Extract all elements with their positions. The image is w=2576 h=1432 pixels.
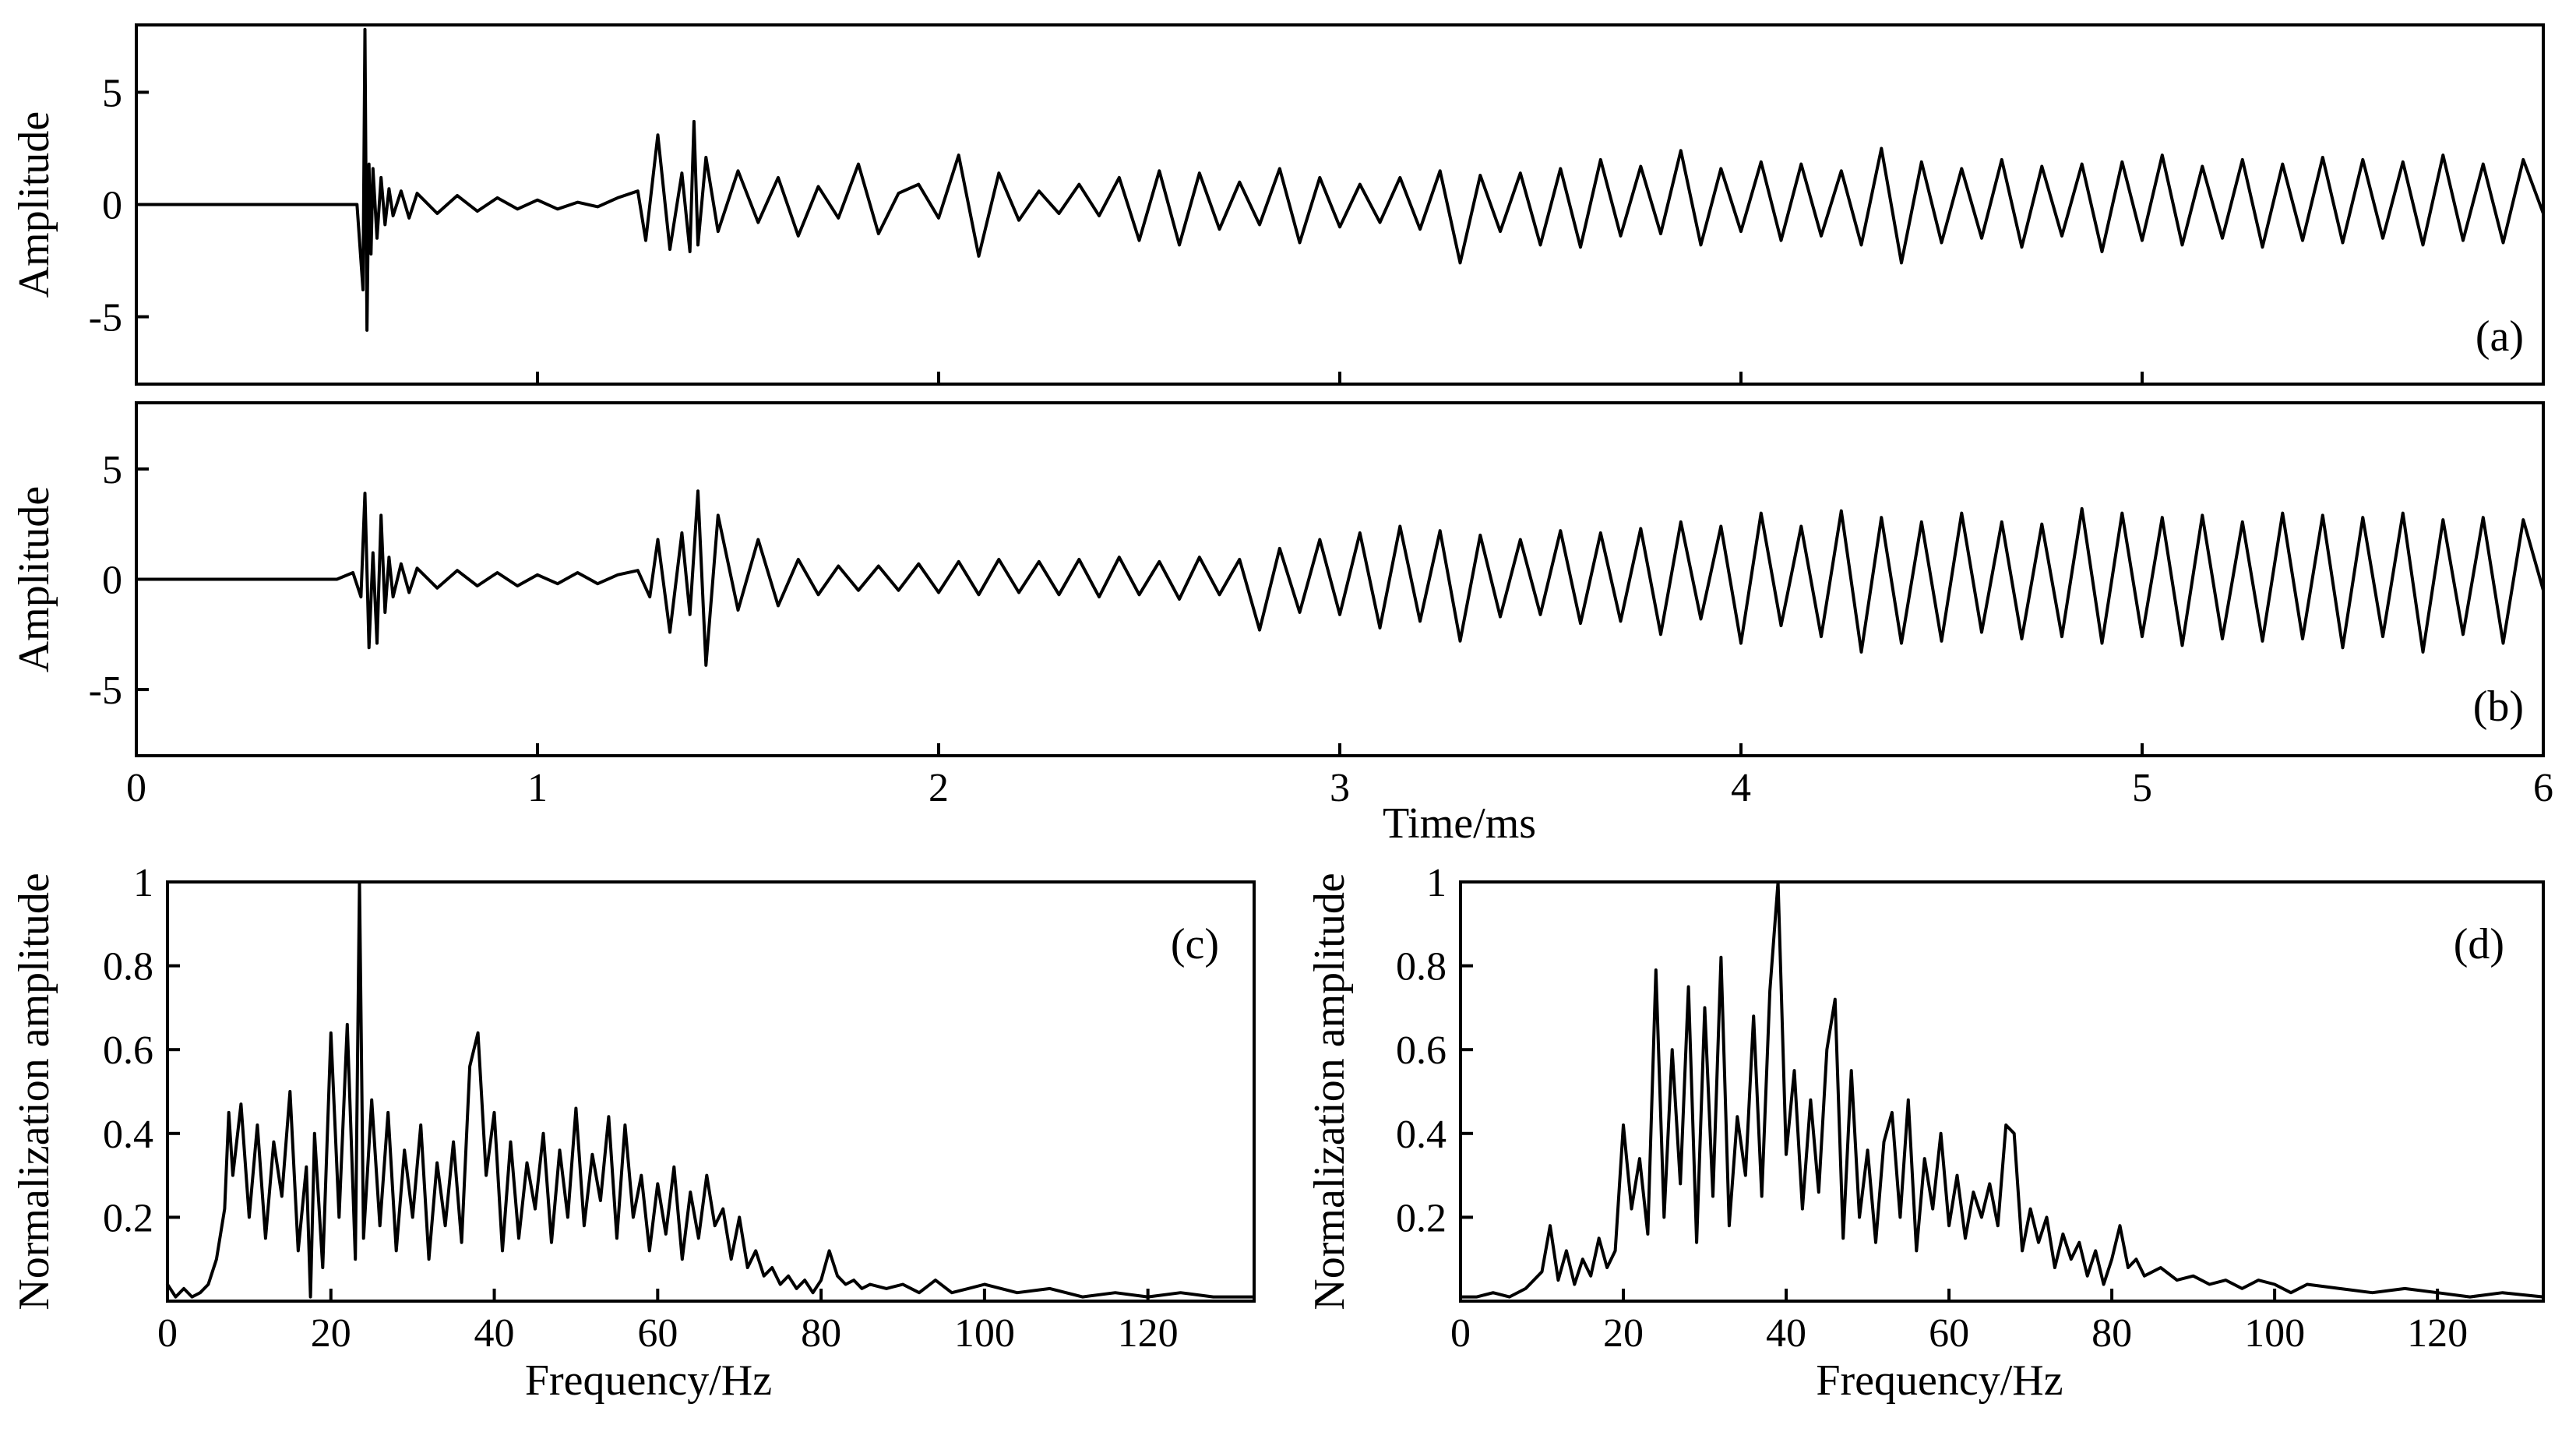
- y-tick-label-d: 0.2: [1396, 1196, 1447, 1240]
- x-tick-label-b: 2: [929, 766, 949, 810]
- panel-d: 0 20 40 60 80 100 120 0.2 0.4 0.6 0.8 1 Normalizatio…: [1306, 861, 2545, 1405]
- y-tick-label-a: 5: [102, 71, 122, 115]
- panel-c: 0 20 40 60 80 100 120 0.2 0.4 0.6 0.8 1 Normalizatio…: [10, 861, 1256, 1405]
- x-tick-label-c: 0: [157, 1311, 178, 1356]
- series-line-a: [135, 27, 2545, 332]
- x-tick-label-c: 120: [1118, 1311, 1179, 1356]
- series-line-b: [135, 489, 2545, 667]
- plot-frame-d: [1459, 880, 2545, 1303]
- x-axis-label-d: Frequency/Hz: [1816, 1356, 2063, 1405]
- panel-label-b: (b): [2473, 682, 2524, 731]
- x-tick-label-c: 80: [801, 1311, 841, 1356]
- panel-label-c: (c): [1171, 920, 1219, 968]
- panel-a: 5 0 -5 Amplitude (a): [10, 23, 2545, 386]
- series-line-c: [166, 880, 1256, 1299]
- series-line-d: [1459, 880, 2545, 1299]
- x-axis-label-b: Time/ms: [1383, 799, 1536, 848]
- x-tick-label-c: 100: [954, 1311, 1015, 1356]
- x-tick-label-b: 3: [1330, 766, 1350, 810]
- x-tick-label-d: 80: [2091, 1311, 2132, 1356]
- x-tick-label-b: 6: [2533, 766, 2553, 810]
- y-tick-label-b: 5: [102, 448, 122, 492]
- x-axis-label-c: Frequency/Hz: [525, 1356, 772, 1405]
- y-tick-label-d: 0.4: [1396, 1113, 1447, 1157]
- x-tick-label-d: 120: [2407, 1311, 2468, 1356]
- y-tick-label-c: 0.4: [103, 1113, 153, 1157]
- panel-label-a: (a): [2476, 312, 2524, 361]
- y-tick-label-c: 0.6: [103, 1028, 153, 1073]
- plot-frame-c: [166, 880, 1256, 1303]
- y-tick-label-b: 0: [102, 559, 122, 603]
- x-tick-label-b: 4: [1731, 766, 1751, 810]
- x-tick-label-b: 1: [527, 766, 548, 810]
- y-axis-label-d: Normalization amplitude: [1306, 873, 1354, 1310]
- panel-b: 0 1 2 3 4 5 6 5 0 -5 Amplitude Time/ms (b): [10, 401, 2553, 848]
- y-tick-label-a: 0: [102, 184, 122, 228]
- x-tick-label-c: 60: [637, 1311, 678, 1356]
- x-tick-label-c: 20: [311, 1311, 351, 1356]
- y-tick-label-c: 0.8: [103, 945, 153, 989]
- x-tick-label-d: 20: [1603, 1311, 1644, 1356]
- x-tick-label-d: 100: [2244, 1311, 2305, 1356]
- y-tick-label-d: 1: [1426, 861, 1447, 905]
- y-tick-label-c: 1: [133, 861, 153, 905]
- x-tick-label-d: 0: [1450, 1311, 1471, 1356]
- y-tick-label-a: -5: [89, 296, 122, 340]
- y-axis-label-c: Normalization amplitude: [10, 873, 58, 1310]
- y-tick-label-b: -5: [89, 668, 122, 713]
- x-tick-label-c: 40: [474, 1311, 515, 1356]
- y-tick-label-d: 0.8: [1396, 945, 1447, 989]
- y-axis-label-b: Amplitude: [10, 486, 58, 673]
- panels-group: 5 0 -5 Amplitude (a) 0 1 2 3 4 5 6 5 0 -5 Amplitude Time…: [10, 23, 2553, 1405]
- x-tick-label-b: 0: [126, 766, 146, 810]
- y-tick-label-c: 0.2: [103, 1196, 153, 1240]
- x-tick-label-b: 5: [2132, 766, 2152, 810]
- x-tick-label-d: 60: [1929, 1311, 1969, 1356]
- x-tick-label-d: 40: [1766, 1311, 1806, 1356]
- y-axis-label-a: Amplitude: [10, 111, 58, 298]
- panel-label-d: (d): [2454, 920, 2504, 968]
- y-tick-label-d: 0.6: [1396, 1028, 1447, 1073]
